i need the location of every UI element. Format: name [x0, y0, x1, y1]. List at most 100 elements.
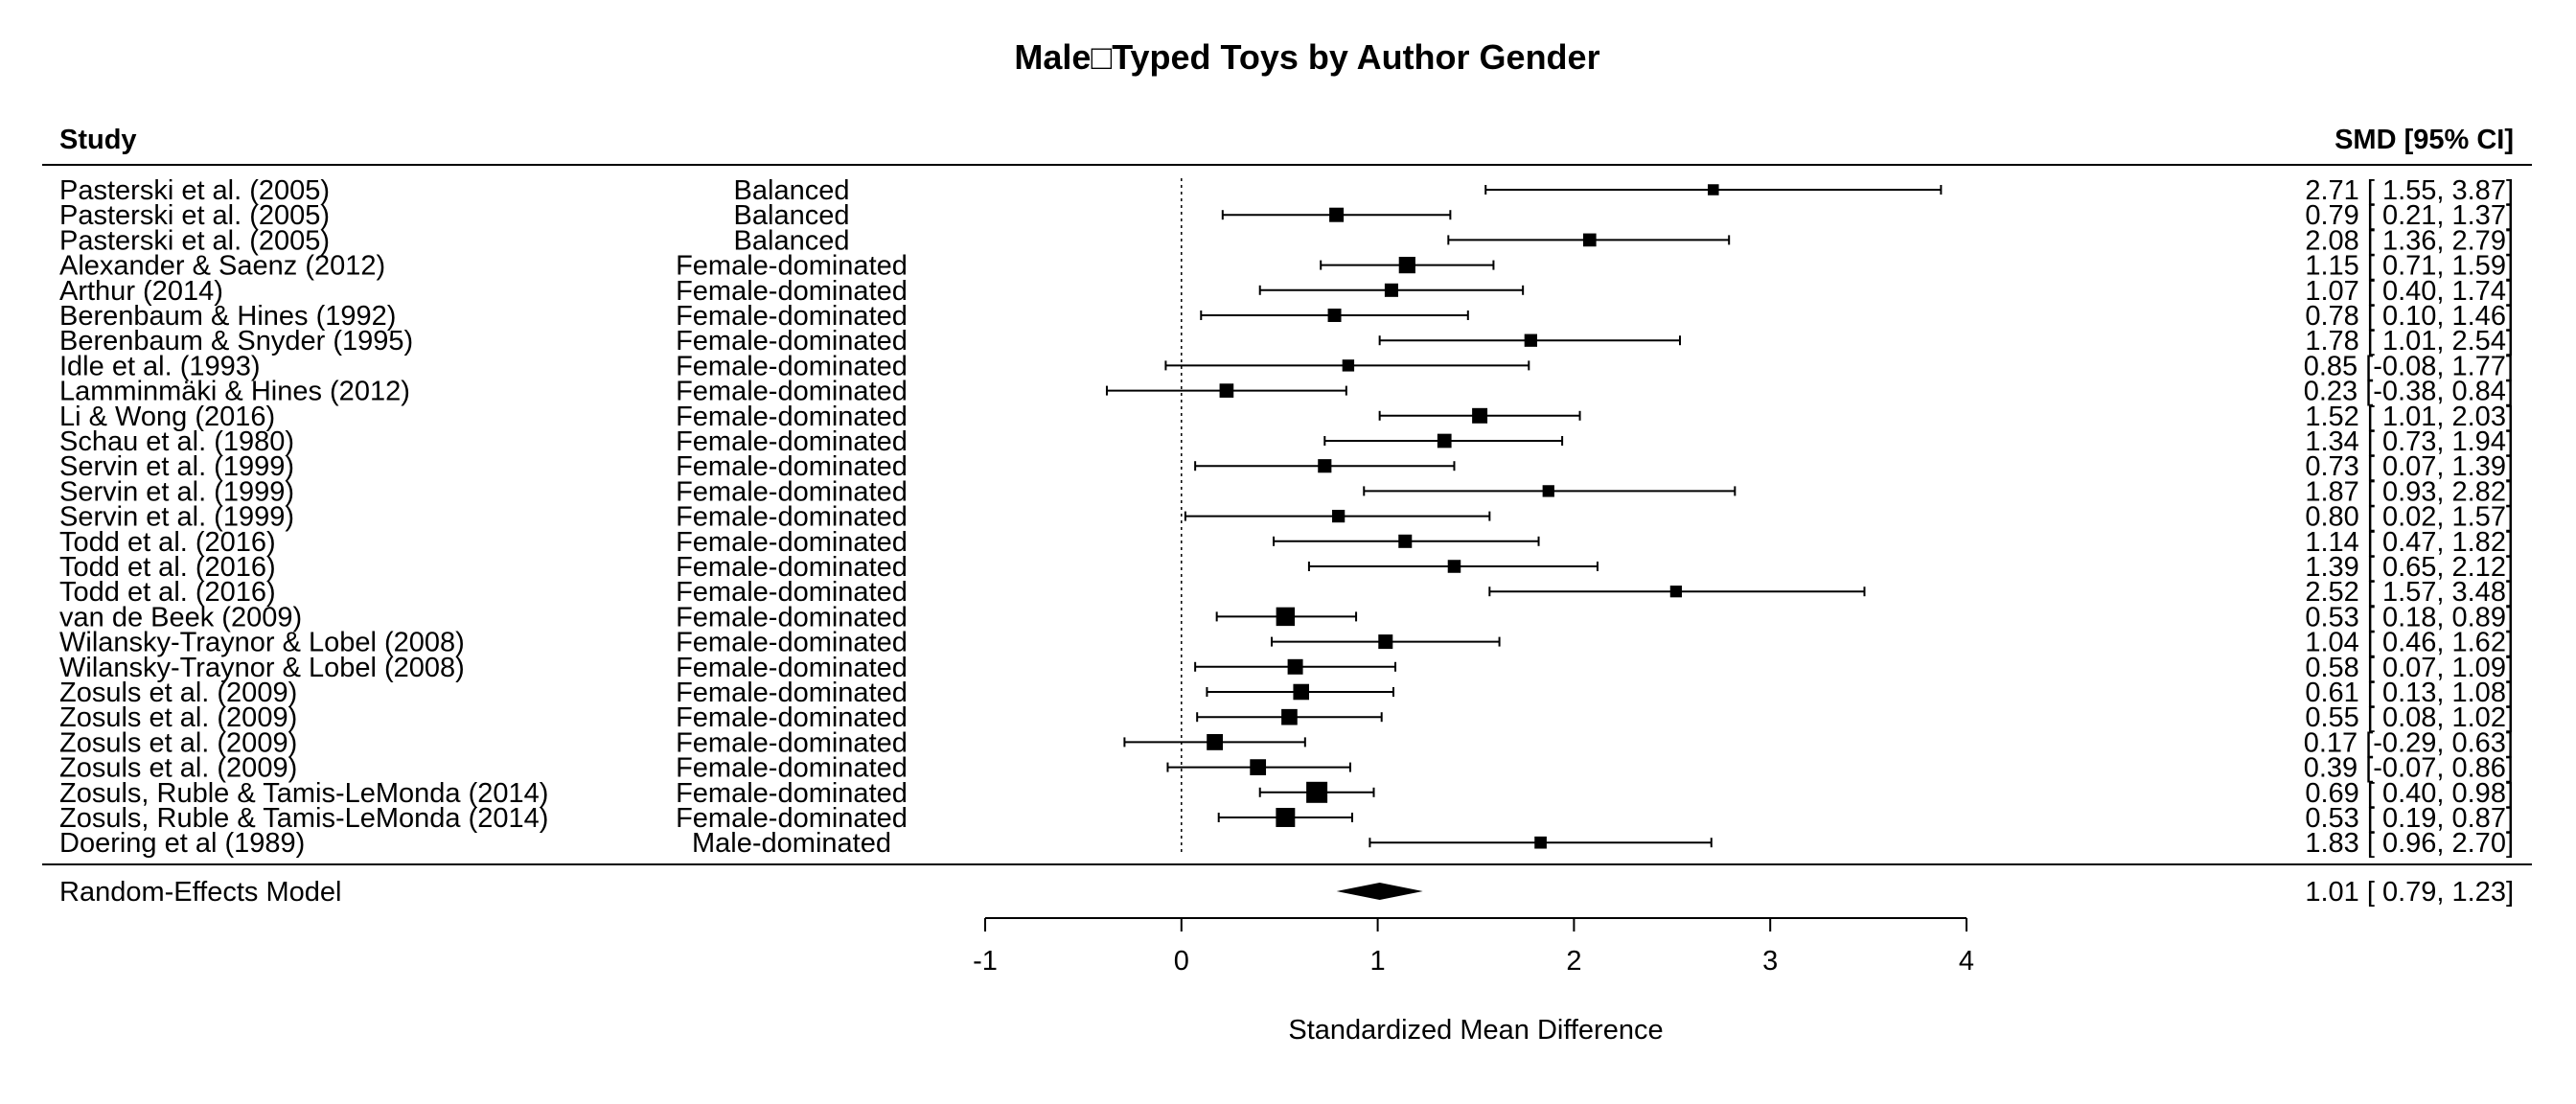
point-estimate: [1378, 634, 1393, 650]
point-estimate: [1306, 781, 1328, 803]
point-estimate: [1287, 658, 1303, 675]
effect-label: 1.39 [ 0.65, 2.12]: [2305, 552, 2514, 583]
point-estimate: [1293, 683, 1310, 701]
effect-label: 0.78 [ 0.10, 1.46]: [2305, 301, 2514, 332]
effect-label: 0.58 [ 0.07, 1.09]: [2305, 653, 2514, 683]
effect-label: 1.52 [ 1.01, 2.03]: [2305, 402, 2514, 432]
study-name: Alexander & Saenz (2012): [59, 251, 385, 282]
author-gender-group: Male-dominated: [692, 828, 891, 859]
x-tick-label: 1: [1370, 946, 1386, 977]
author-gender-group: Female-dominated: [676, 426, 908, 457]
effect-label: 0.39 [-0.07, 0.86]: [2304, 753, 2514, 784]
study-row: Alexander & Saenz (2012) Female-dominated…: [59, 251, 2514, 282]
study-row: Servin et al. (1999) Female-dominated 1.87…: [59, 476, 2514, 507]
effect-label: 1.14 [ 0.47, 1.82]: [2305, 527, 2514, 558]
x-tick-label: -1: [973, 946, 998, 977]
point-estimate: [1250, 759, 1267, 775]
study-row: Zosuls, Ruble & Tamis-LeMonda (2014) Fema…: [59, 778, 2514, 809]
x-axis-label: Standardized Mean Difference: [1288, 1015, 1663, 1046]
author-gender-group: Balanced: [734, 225, 850, 256]
study-name: Doering et al (1989): [59, 828, 305, 859]
author-gender-group: Female-dominated: [676, 552, 908, 583]
study-row: Lamminmäki & Hines (2012) Female-dominate…: [59, 377, 2514, 407]
author-gender-group: Female-dominated: [676, 402, 908, 432]
point-estimate: [1472, 407, 1488, 424]
study-name: Pasterski et al. (2005): [59, 225, 330, 256]
effect-label: 0.23 [-0.38, 0.84]: [2304, 377, 2514, 407]
author-gender-group: Female-dominated: [676, 326, 908, 356]
author-gender-group: Female-dominated: [676, 628, 908, 658]
author-gender-group: Female-dominated: [676, 803, 908, 834]
author-gender-group: Female-dominated: [676, 502, 908, 533]
point-estimate: [1534, 836, 1547, 849]
effect-label: 2.52 [ 1.57, 3.48]: [2305, 577, 2514, 608]
study-row: Pasterski et al. (2005) Balanced 2.71 [ 1.…: [59, 175, 2514, 206]
study-row: Pasterski et al. (2005) Balanced 0.79 [ 0.…: [59, 200, 2514, 231]
effect-label: 2.71 [ 1.55, 3.87]: [2305, 175, 2514, 206]
effect-label: 1.15 [ 0.71, 1.59]: [2305, 251, 2514, 282]
effect-label: 0.17 [-0.29, 0.63]: [2304, 727, 2514, 758]
effect-label: 1.04 [ 0.46, 1.62]: [2305, 628, 2514, 658]
point-estimate: [1329, 207, 1345, 222]
study-row: Zosuls et al. (2009) Female-dominated 0.61…: [59, 678, 2514, 708]
header-effect: SMD [95% CI]: [2334, 125, 2514, 155]
point-estimate: [1542, 485, 1554, 497]
summary-diamond: [1336, 883, 1423, 900]
author-gender-group: Female-dominated: [676, 301, 908, 332]
study-name: Servin et al. (1999): [59, 502, 294, 533]
study-row: Arthur (2014) Female-dominated 1.07 [ 0.40…: [59, 276, 2514, 307]
study-name: Wilansky-Traynor & Lobel (2008): [59, 653, 465, 683]
point-estimate: [1219, 383, 1234, 398]
point-estimate: [1342, 359, 1355, 372]
author-gender-group: Female-dominated: [676, 527, 908, 558]
study-name: Servin et al. (1999): [59, 476, 294, 507]
effect-label: 0.85 [-0.08, 1.77]: [2304, 351, 2514, 381]
point-estimate: [1281, 708, 1298, 725]
study-name: Todd et al. (2016): [59, 552, 276, 583]
study-name: Pasterski et al. (2005): [59, 200, 330, 231]
effect-label: 1.78 [ 1.01, 2.54]: [2305, 326, 2514, 356]
effect-label: 0.53 [ 0.18, 0.89]: [2305, 602, 2514, 632]
study-name: Zosuls et al. (2009): [59, 753, 297, 784]
author-gender-group: Balanced: [734, 175, 850, 206]
study-name: Schau et al. (1980): [59, 426, 294, 457]
study-row: Doering et al (1989) Male-dominated 1.83 […: [59, 828, 2514, 859]
study-name: Todd et al. (2016): [59, 577, 276, 608]
effect-label: 0.73 [ 0.07, 1.39]: [2305, 451, 2514, 482]
study-name: Servin et al. (1999): [59, 451, 294, 482]
study-name: van de Beek (2009): [59, 602, 302, 632]
point-estimate: [1332, 509, 1346, 523]
x-tick-label: 2: [1566, 946, 1581, 977]
author-gender-group: Female-dominated: [676, 351, 908, 381]
x-tick-label: 0: [1174, 946, 1189, 977]
study-row: Zosuls et al. (2009) Female-dominated 0.39…: [59, 753, 2514, 784]
author-gender-group: Female-dominated: [676, 377, 908, 407]
point-estimate: [1669, 586, 1683, 598]
study-name: Li & Wong (2016): [59, 402, 275, 432]
chart-title: Male□Typed Toys by Author Gender: [1014, 37, 1599, 77]
author-gender-group: Female-dominated: [676, 476, 908, 507]
study-name: Zosuls et al. (2009): [59, 678, 297, 708]
study-name: Zosuls et al. (2009): [59, 702, 297, 733]
author-gender-group: Female-dominated: [676, 702, 908, 733]
study-row: Todd et al. (2016) Female-dominated 1.39 […: [59, 552, 2514, 583]
effect-label: 1.83 [ 0.96, 2.70]: [2305, 828, 2514, 859]
effect-label: 1.07 [ 0.40, 1.74]: [2305, 276, 2514, 307]
study-row: Li & Wong (2016) Female-dominated 1.52 [ 1…: [59, 402, 2514, 432]
study-name: Zosuls, Ruble & Tamis-LeMonda (2014): [59, 803, 548, 834]
point-estimate: [1437, 433, 1452, 448]
study-rows: Pasterski et al. (2005) Balanced 2.71 [ 1.…: [59, 175, 2514, 859]
study-row: Pasterski et al. (2005) Balanced 2.08 [ 1.…: [59, 225, 2514, 256]
study-name: Todd et al. (2016): [59, 527, 276, 558]
header-study: Study: [59, 125, 137, 155]
study-row: Todd et al. (2016) Female-dominated 1.14 […: [59, 527, 2514, 558]
effect-label: 1.87 [ 0.93, 2.82]: [2305, 476, 2514, 507]
effect-label: 0.53 [ 0.19, 0.87]: [2305, 803, 2514, 834]
point-estimate: [1398, 534, 1413, 548]
author-gender-group: Female-dominated: [676, 276, 908, 307]
point-estimate: [1398, 256, 1415, 274]
study-row: Berenbaum & Snyder (1995) Female-dominate…: [59, 326, 2514, 356]
study-row: Berenbaum & Hines (1992) Female-dominated…: [59, 301, 2514, 332]
study-row: Idle et al. (1993) Female-dominated 0.85 […: [59, 351, 2514, 381]
study-name: Arthur (2014): [59, 276, 223, 307]
